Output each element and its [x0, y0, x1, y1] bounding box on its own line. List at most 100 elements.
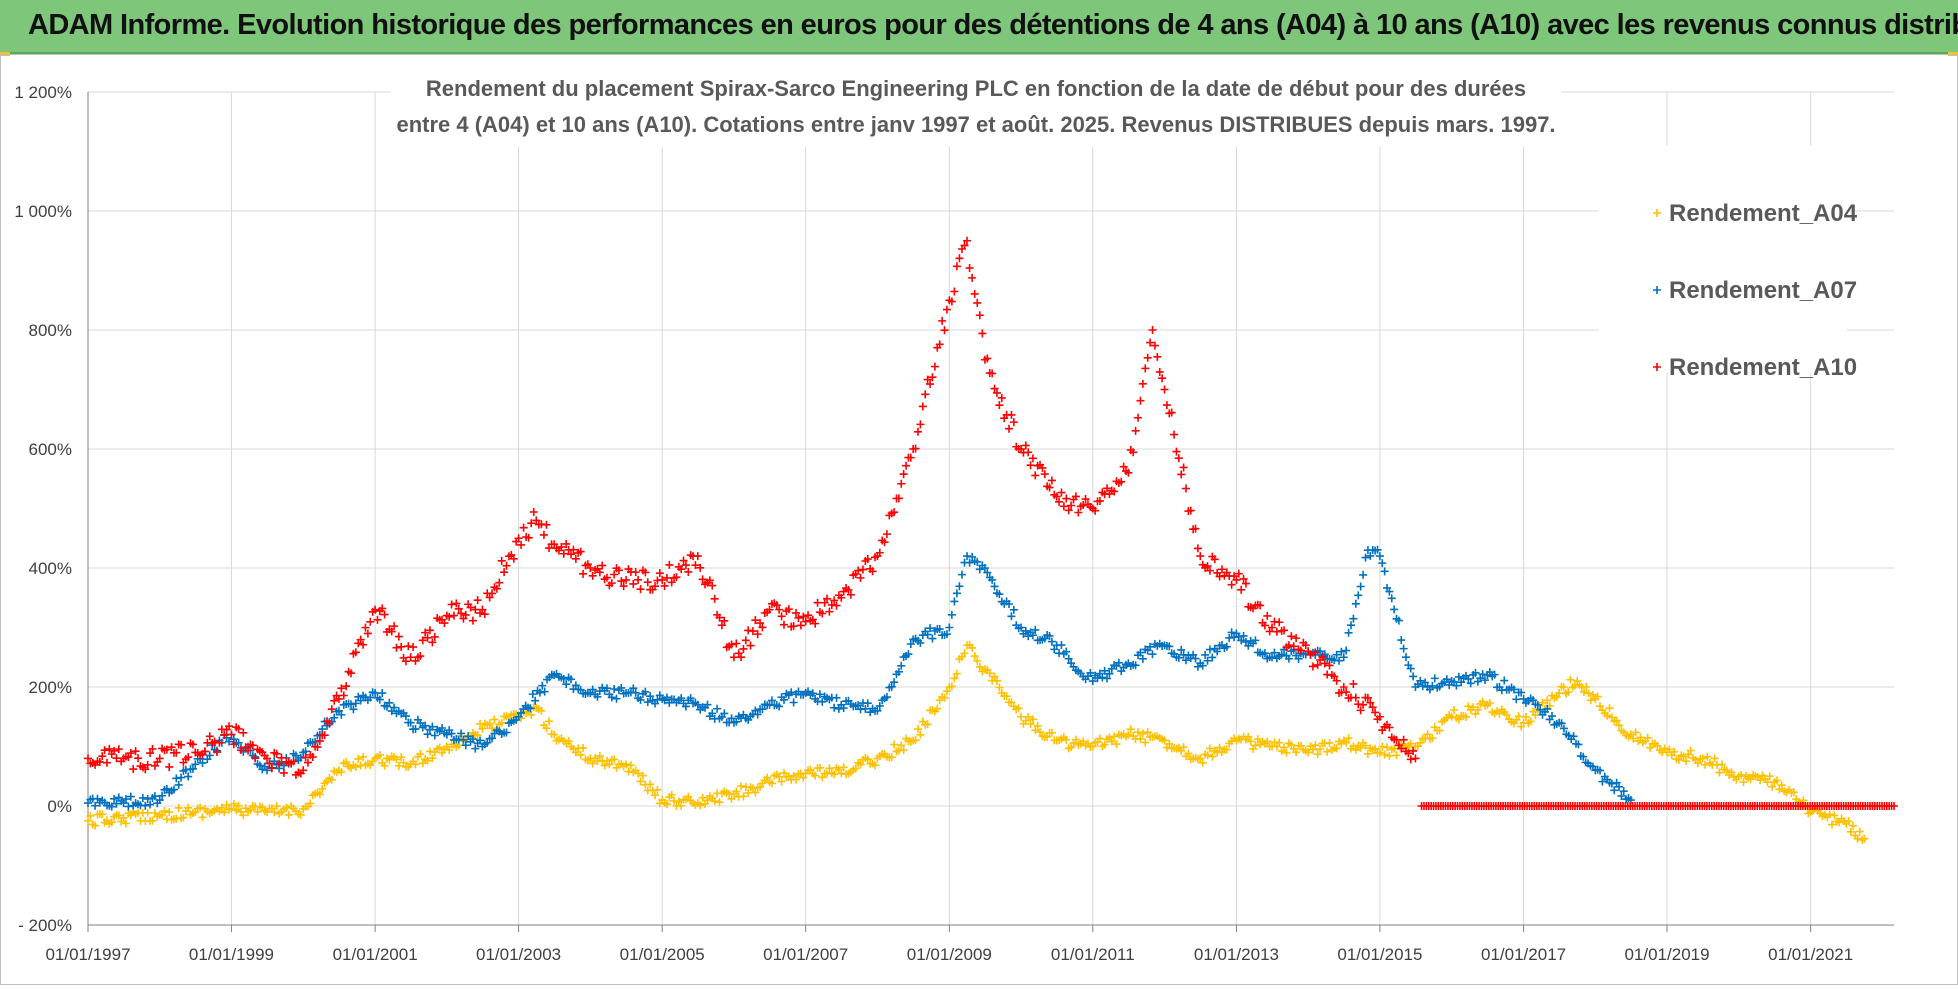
- data-point: [1067, 743, 1076, 752]
- data-point: [1126, 725, 1135, 734]
- data-point: [681, 561, 690, 570]
- data-point: [1114, 658, 1123, 667]
- data-point: [1447, 712, 1456, 721]
- data-point: [832, 693, 841, 702]
- data-point: [602, 684, 611, 693]
- data-point: [825, 607, 834, 616]
- data-point: [390, 622, 399, 631]
- data-point: [856, 573, 865, 582]
- data-point: [622, 575, 631, 584]
- data-point: [134, 754, 143, 763]
- data-point: [1325, 738, 1334, 747]
- data-point: [263, 766, 272, 775]
- data-point: [1057, 488, 1066, 497]
- data-point: [947, 297, 956, 306]
- data-point: [150, 792, 159, 801]
- data-point: [562, 539, 571, 548]
- data-point: [1399, 735, 1408, 744]
- data-point: [1612, 778, 1621, 787]
- data-point: [1210, 555, 1219, 564]
- data-point: [1134, 728, 1143, 737]
- legend-label: Rendement_A07: [1669, 277, 1857, 304]
- data-point: [1390, 744, 1399, 753]
- data-point: [234, 801, 243, 810]
- data-point: [270, 808, 279, 817]
- data-point: [200, 747, 209, 756]
- data-point: [681, 702, 690, 711]
- data-point: [579, 569, 588, 578]
- data-point: [471, 744, 480, 753]
- data-point: [1239, 574, 1248, 583]
- data-point: [191, 760, 200, 769]
- data-point: [445, 746, 454, 754]
- data-point: [1181, 656, 1190, 665]
- data-point: [1284, 641, 1293, 650]
- data-point: [84, 816, 92, 825]
- data-point: [1026, 461, 1035, 470]
- data-point: [775, 702, 784, 711]
- data-point: [418, 759, 427, 768]
- data-point: [1318, 653, 1327, 662]
- data-point: [703, 700, 712, 709]
- data-point: [1359, 700, 1368, 709]
- data-point: [662, 573, 671, 582]
- data-point: [882, 530, 891, 539]
- data-point: [174, 780, 183, 789]
- data-point: [557, 542, 566, 551]
- data-point: [990, 672, 999, 681]
- data-point: [148, 744, 157, 753]
- series-zero-line: [1417, 802, 1898, 810]
- data-point: [607, 693, 616, 702]
- data-point: [141, 801, 150, 810]
- data-point: [514, 534, 523, 543]
- data-point: [1263, 611, 1272, 620]
- data-point: [1028, 715, 1037, 724]
- data-point: [1325, 661, 1334, 670]
- data-point: [416, 718, 425, 727]
- data-point: [1268, 653, 1277, 662]
- data-point: [169, 785, 178, 794]
- data-point: [751, 616, 760, 625]
- series-Rendement_A07: [84, 545, 1635, 811]
- data-point: [851, 764, 860, 773]
- data-point: [1284, 654, 1293, 663]
- legend-label: Rendement_A04: [1669, 200, 1858, 227]
- data-point: [91, 821, 100, 830]
- data-point: [1339, 683, 1348, 691]
- data-point: [1416, 738, 1425, 747]
- data-point: [229, 799, 238, 808]
- data-point: [1292, 634, 1301, 643]
- data-point: [1589, 690, 1598, 699]
- data-point: [1017, 712, 1026, 721]
- data-point: [569, 545, 578, 554]
- data-point: [1670, 747, 1679, 756]
- data-point: [1031, 625, 1040, 634]
- data-point: [837, 593, 846, 602]
- data-point: [756, 619, 765, 628]
- data-point: [1275, 738, 1284, 747]
- data-point: [1009, 605, 1018, 614]
- data-point: [447, 600, 456, 609]
- data-point: [196, 803, 205, 812]
- data-point: [1136, 396, 1145, 405]
- data-point: [1371, 744, 1380, 753]
- data-point: [890, 740, 899, 749]
- data-point: [423, 756, 432, 765]
- data-point: [272, 802, 281, 811]
- data-point: [1043, 732, 1052, 741]
- data-point: [715, 613, 724, 622]
- x-tick-label: 01/01/1999: [189, 945, 274, 964]
- data-point: [347, 700, 356, 709]
- data-point: [710, 594, 719, 603]
- data-point: [928, 634, 937, 643]
- data-point: [641, 687, 650, 696]
- data-point: [428, 722, 437, 731]
- data-point: [1392, 735, 1401, 744]
- data-point: [1009, 418, 1018, 427]
- data-point: [564, 737, 573, 746]
- data-point: [1241, 579, 1250, 588]
- data-point: [631, 568, 640, 577]
- data-point: [1222, 642, 1231, 651]
- data-point: [660, 581, 669, 590]
- data-point: [500, 568, 509, 577]
